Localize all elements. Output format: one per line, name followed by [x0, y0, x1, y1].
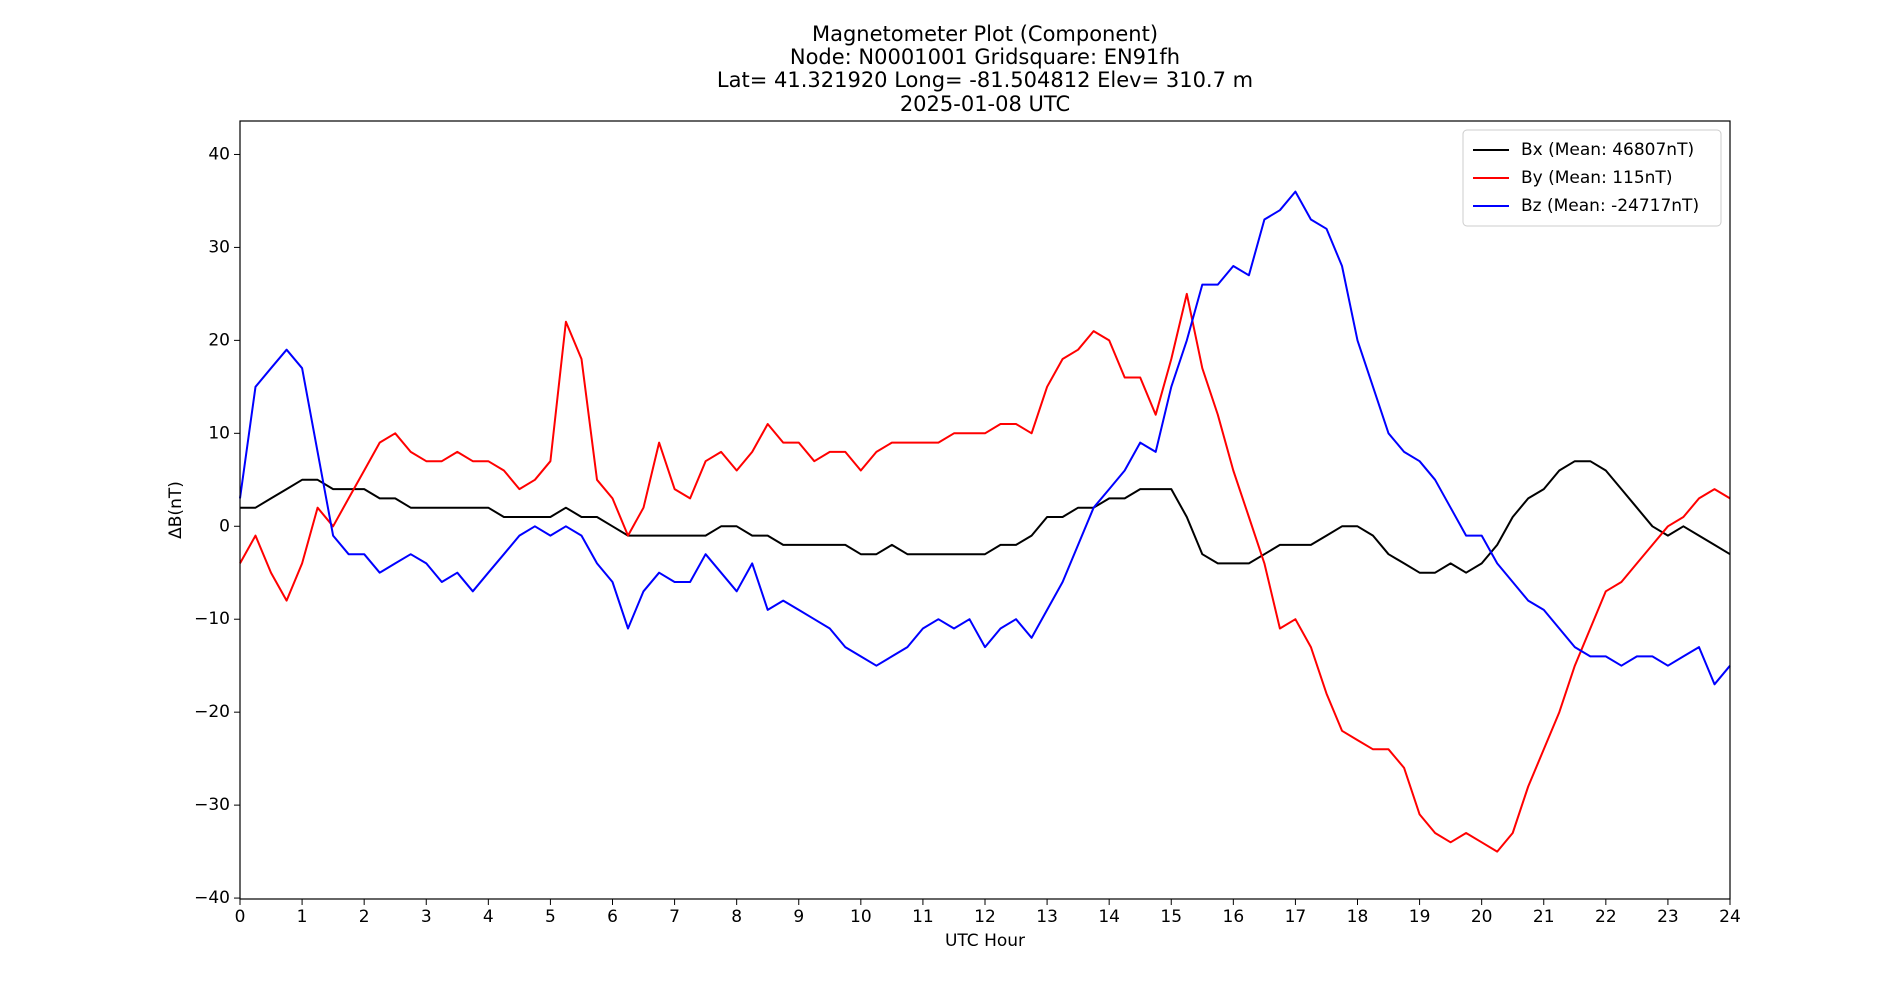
x-tick-label: 10 [850, 907, 872, 927]
y-tick-label: 0 [219, 516, 230, 536]
x-tick-label: 6 [607, 907, 618, 927]
x-tick-label: 13 [1036, 907, 1058, 927]
y-axis-label: ΔB(nT) [166, 481, 186, 539]
series-line [240, 460, 1731, 574]
x-tick-label: 24 [1719, 907, 1741, 927]
x-tick-label: 4 [483, 907, 494, 927]
x-tick-label: 23 [1657, 907, 1679, 927]
chart-title: 2025-01-08 UTC [900, 92, 1070, 116]
series-line [239, 190, 1731, 686]
x-tick-label: 18 [1347, 907, 1369, 927]
legend-box [1462, 129, 1722, 227]
legend-label: By (Mean: 115nT) [1521, 168, 1672, 188]
x-axis-label: UTC Hour [945, 931, 1025, 951]
x-tick-label: 8 [731, 907, 742, 927]
chart-title: Lat= 41.321920 Long= -81.504812 Elev= 31… [717, 68, 1253, 92]
x-tick-label: 15 [1160, 907, 1182, 927]
x-tick-label: 0 [235, 907, 246, 927]
y-tick-label: 10 [208, 423, 230, 443]
x-tick-label: 16 [1223, 907, 1245, 927]
legend-label: Bx (Mean: 46807nT) [1521, 140, 1694, 160]
legend-label: Bz (Mean: -24717nT) [1521, 196, 1699, 216]
x-tick-label: 17 [1285, 907, 1307, 927]
y-tick-label: 40 [208, 144, 230, 164]
x-tick-label: 20 [1471, 907, 1493, 927]
chart-title: Node: N0001001 Gridsquare: EN91fh [790, 45, 1180, 69]
x-tick-label: 1 [297, 907, 308, 927]
series-line [239, 292, 1731, 853]
x-tick-label: 21 [1533, 907, 1555, 927]
x-tick-label: 12 [974, 907, 996, 927]
chart-title: Magnetometer Plot (Component) [812, 22, 1158, 46]
x-tick-label: 5 [545, 907, 556, 927]
y-tick-label: 20 [208, 330, 230, 350]
x-tick-label: 19 [1409, 907, 1431, 927]
y-tick-label: −40 [194, 888, 230, 908]
y-tick-label: −10 [194, 609, 230, 629]
y-tick-label: 30 [208, 237, 230, 257]
x-tick-label: 11 [912, 907, 934, 927]
x-tick-label: 2 [359, 907, 370, 927]
plot-frame [239, 120, 1731, 900]
y-tick-label: −30 [194, 795, 230, 815]
x-tick-label: 14 [1098, 907, 1120, 927]
y-tick-label: −20 [194, 702, 230, 722]
x-tick-label: 7 [669, 907, 680, 927]
x-tick-label: 3 [421, 907, 432, 927]
x-tick-label: 22 [1595, 907, 1617, 927]
x-tick-label: 9 [793, 907, 804, 927]
